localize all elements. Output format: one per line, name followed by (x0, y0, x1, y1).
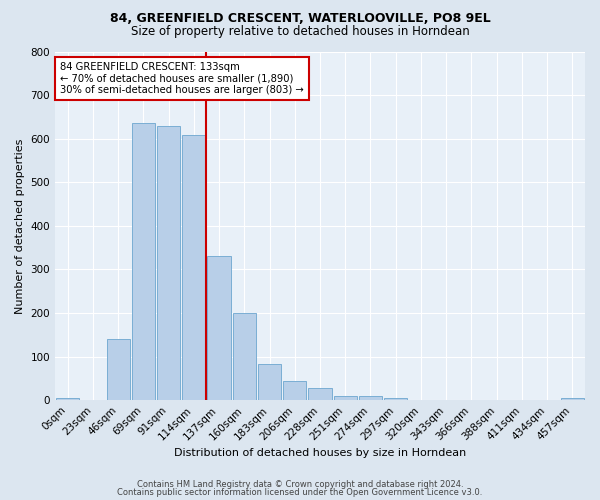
Bar (182, 135, 205, 400)
Bar (258, 364, 281, 400)
Text: Contains HM Land Registry data © Crown copyright and database right 2024.: Contains HM Land Registry data © Crown c… (137, 480, 463, 489)
Bar (157, 126, 180, 400)
Bar (132, 124, 155, 400)
Bar (107, 339, 130, 400)
Text: 84, GREENFIELD CRESCENT, WATERLOOVILLE, PO8 9EL: 84, GREENFIELD CRESCENT, WATERLOOVILLE, … (110, 12, 490, 26)
Bar (561, 398, 584, 400)
Bar (308, 388, 332, 400)
Bar (283, 381, 307, 400)
X-axis label: Distribution of detached houses by size in Horndean: Distribution of detached houses by size … (174, 448, 466, 458)
Y-axis label: Number of detached properties: Number of detached properties (15, 138, 25, 314)
Bar (359, 396, 382, 400)
Text: 84 GREENFIELD CRESCENT: 133sqm
← 70% of detached houses are smaller (1,890)
30% : 84 GREENFIELD CRESCENT: 133sqm ← 70% of … (61, 62, 304, 95)
Bar (233, 313, 256, 400)
Text: Size of property relative to detached houses in Horndean: Size of property relative to detached ho… (131, 25, 469, 38)
Bar (56, 398, 79, 400)
Bar (334, 396, 357, 400)
Bar (208, 256, 230, 400)
Bar (384, 398, 407, 400)
Text: Contains public sector information licensed under the Open Government Licence v3: Contains public sector information licen… (118, 488, 482, 497)
